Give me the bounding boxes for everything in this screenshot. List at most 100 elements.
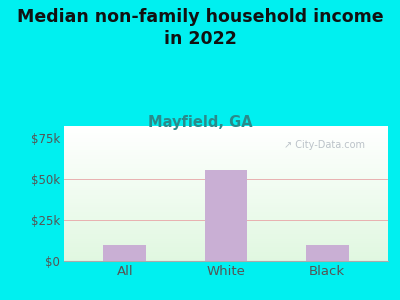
- Bar: [64, 236, 388, 237]
- Bar: [64, 160, 388, 161]
- Bar: [64, 192, 388, 193]
- Bar: [64, 135, 388, 136]
- Bar: [64, 183, 388, 184]
- Bar: [64, 209, 388, 210]
- Bar: [64, 137, 388, 138]
- Bar: [64, 156, 388, 157]
- Bar: [64, 189, 388, 190]
- Bar: [64, 201, 388, 202]
- Bar: [64, 217, 388, 218]
- Bar: [64, 245, 388, 246]
- Bar: [64, 174, 388, 175]
- Bar: [64, 244, 388, 245]
- Bar: [64, 191, 388, 192]
- Bar: [64, 187, 388, 188]
- Bar: [64, 166, 388, 167]
- Bar: [64, 195, 388, 196]
- Bar: [64, 145, 388, 146]
- Bar: [64, 207, 388, 208]
- Bar: [64, 134, 388, 135]
- Bar: [64, 225, 388, 226]
- Bar: [64, 213, 388, 214]
- Bar: [64, 131, 388, 132]
- Bar: [64, 208, 388, 209]
- Bar: [64, 163, 388, 164]
- Bar: [64, 129, 388, 130]
- Bar: [64, 133, 388, 134]
- Text: Median non-family household income
in 2022: Median non-family household income in 20…: [17, 8, 383, 48]
- Text: Mayfield, GA: Mayfield, GA: [148, 116, 252, 130]
- Bar: [64, 255, 388, 256]
- Bar: [64, 196, 388, 197]
- Bar: [64, 240, 388, 241]
- Bar: [64, 178, 388, 179]
- Bar: [64, 250, 388, 251]
- Bar: [64, 241, 388, 242]
- Bar: [64, 242, 388, 243]
- Bar: [64, 177, 388, 178]
- Bar: [64, 246, 388, 247]
- Bar: [64, 231, 388, 232]
- Bar: [64, 206, 388, 207]
- Bar: [64, 128, 388, 129]
- Bar: [64, 248, 388, 249]
- Bar: [64, 146, 388, 147]
- Bar: [64, 218, 388, 219]
- Bar: [306, 244, 348, 261]
- Bar: [64, 257, 388, 258]
- Bar: [64, 180, 388, 181]
- Bar: [64, 173, 388, 174]
- Bar: [64, 141, 388, 142]
- Bar: [64, 182, 388, 183]
- Bar: [64, 176, 388, 177]
- Bar: [64, 132, 388, 133]
- Bar: [64, 210, 388, 211]
- Bar: [64, 136, 388, 137]
- Bar: [64, 235, 388, 236]
- Bar: [64, 212, 388, 213]
- Bar: [205, 170, 247, 261]
- Bar: [64, 198, 388, 199]
- Bar: [64, 138, 388, 139]
- Bar: [64, 171, 388, 172]
- Bar: [64, 259, 388, 260]
- Bar: [64, 169, 388, 170]
- Bar: [64, 238, 388, 239]
- Bar: [64, 190, 388, 191]
- Bar: [64, 157, 388, 158]
- Bar: [64, 220, 388, 221]
- Bar: [64, 130, 388, 131]
- Bar: [64, 229, 388, 230]
- Bar: [64, 152, 388, 153]
- Bar: [64, 193, 388, 194]
- Bar: [64, 150, 388, 151]
- Bar: [64, 199, 388, 200]
- Bar: [64, 149, 388, 150]
- Bar: [64, 151, 388, 152]
- Bar: [64, 153, 388, 154]
- Bar: [64, 165, 388, 166]
- Bar: [64, 230, 388, 231]
- Bar: [64, 234, 388, 235]
- Bar: [64, 144, 388, 145]
- Bar: [64, 126, 388, 127]
- Bar: [64, 179, 388, 180]
- Bar: [64, 216, 388, 217]
- Bar: [64, 202, 388, 203]
- Bar: [64, 167, 388, 168]
- Bar: [64, 139, 388, 140]
- Bar: [64, 143, 388, 144]
- Bar: [64, 223, 388, 224]
- Bar: [64, 243, 388, 244]
- Bar: [64, 258, 388, 259]
- Bar: [64, 184, 388, 185]
- Bar: [64, 254, 388, 255]
- Bar: [64, 185, 388, 186]
- Bar: [64, 215, 388, 216]
- Bar: [64, 148, 388, 149]
- Bar: [64, 224, 388, 225]
- Bar: [64, 140, 388, 141]
- Bar: [64, 214, 388, 215]
- Bar: [64, 181, 388, 182]
- Bar: [64, 233, 388, 234]
